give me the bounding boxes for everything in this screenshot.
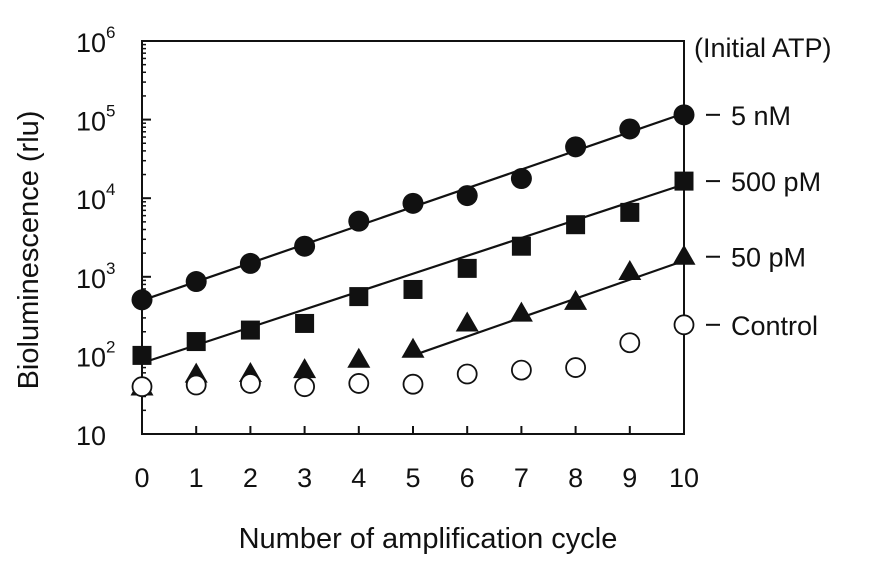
- point-circle: [456, 185, 478, 207]
- point-circle: [294, 235, 316, 257]
- x-tick-label: 5: [405, 463, 420, 493]
- point-triangle: [564, 289, 588, 310]
- point-triangle: [618, 260, 642, 281]
- point-square: [620, 202, 640, 222]
- y-tick-label: 10: [76, 342, 106, 372]
- y-tick-exponent: 2: [106, 337, 115, 356]
- point-square: [132, 345, 152, 365]
- y-tick-exponent: 4: [106, 180, 115, 199]
- point-triangle: [293, 358, 317, 379]
- x-axis-title: Number of amplification cycle: [239, 523, 618, 555]
- point-open-circle: [673, 314, 695, 336]
- point-circle: [239, 252, 261, 274]
- x-tick-label: 6: [460, 463, 475, 493]
- point-open-circle: [456, 363, 478, 385]
- point-circle: [402, 192, 424, 214]
- series-label: Control: [731, 311, 818, 341]
- x-tick-label: 0: [134, 463, 149, 493]
- point-circle: [673, 104, 695, 126]
- fit-lines: [141, 112, 685, 365]
- point-open-circle: [239, 373, 261, 394]
- series-labels: 5 nM 500 pM 50 pM Control: [706, 101, 821, 341]
- point-open-circle: [131, 376, 153, 398]
- x-tick-label: 4: [351, 463, 366, 493]
- y-tick-exponent: 6: [106, 23, 115, 42]
- point-triangle: [401, 337, 425, 358]
- point-square: [240, 320, 260, 340]
- point-square: [511, 236, 531, 256]
- point-open-circle: [348, 373, 370, 394]
- fit-line: [412, 259, 685, 357]
- y-tick-label: 10: [76, 421, 106, 451]
- point-circle: [619, 118, 641, 140]
- point-triangle: [455, 311, 479, 332]
- y-tick-exponent: 5: [106, 102, 115, 121]
- series-label: 500 pM: [731, 167, 821, 197]
- x-tick-label: 1: [189, 463, 204, 493]
- point-circle: [348, 210, 370, 232]
- fit-line: [141, 183, 685, 365]
- y-axis-title: Bioluminescence (rlu): [13, 111, 45, 390]
- point-square: [403, 279, 423, 299]
- x-tick-label: 8: [568, 463, 583, 493]
- point-circle: [131, 289, 153, 311]
- point-square: [674, 171, 694, 191]
- point-open-circle: [294, 376, 316, 398]
- point-square: [349, 287, 369, 307]
- y-tick-label: 10: [76, 28, 106, 58]
- y-tick-label: 10: [76, 185, 106, 215]
- point-triangle: [347, 347, 371, 368]
- x-tick-label: 7: [514, 463, 529, 493]
- series-label: 5 nM: [731, 101, 791, 131]
- point-square: [186, 332, 206, 352]
- point-circle: [510, 168, 532, 190]
- point-triangle: [509, 301, 533, 322]
- series-label: 50 pM: [731, 243, 806, 273]
- point-open-circle: [565, 357, 586, 378]
- point-open-circle: [185, 374, 207, 396]
- data-markers: [130, 104, 696, 398]
- y-tick-exponent: 3: [106, 259, 115, 278]
- point-circle: [565, 136, 587, 158]
- point-open-circle: [619, 332, 641, 354]
- point-triangle: [672, 244, 696, 265]
- point-open-circle: [511, 359, 532, 381]
- point-square: [566, 215, 586, 235]
- x-tick-label: 9: [622, 463, 637, 493]
- point-circle: [185, 271, 207, 293]
- legend-title: (Initial ATP): [694, 33, 832, 63]
- y-tick-label: 10: [76, 264, 106, 294]
- x-tick-label: 2: [243, 463, 258, 493]
- x-tick-label: 10: [669, 463, 699, 493]
- x-tick-label: 3: [297, 463, 312, 493]
- y-tick-label: 10: [76, 107, 106, 137]
- point-open-circle: [402, 373, 424, 395]
- point-square: [457, 258, 477, 278]
- point-square: [295, 313, 315, 333]
